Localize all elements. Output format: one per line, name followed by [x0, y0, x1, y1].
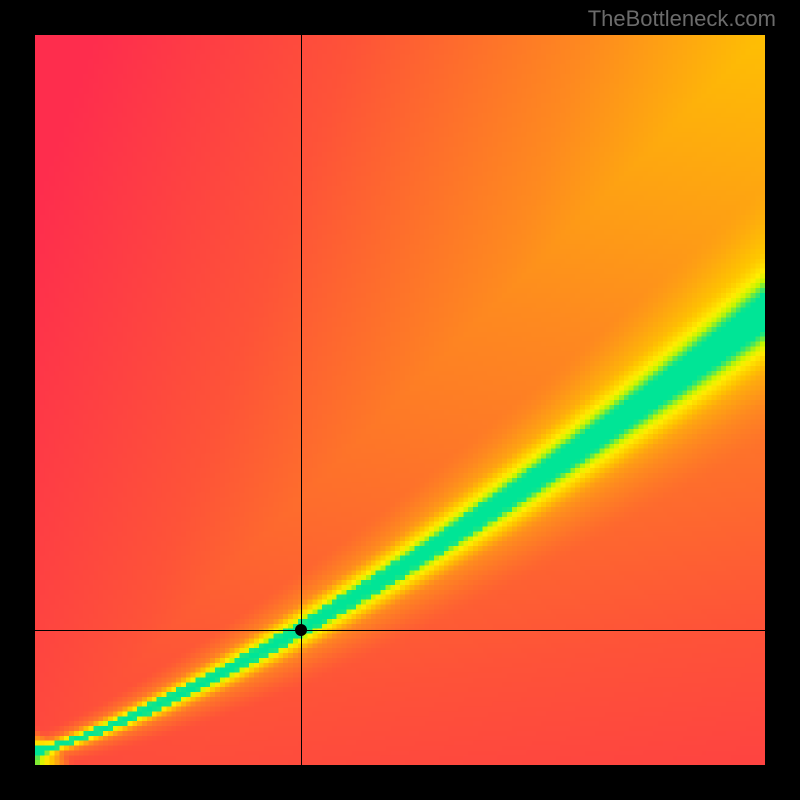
crosshair-vertical	[301, 35, 302, 765]
heatmap-canvas	[35, 35, 765, 765]
bottleneck-heatmap	[35, 35, 765, 765]
watermark-text: TheBottleneck.com	[588, 6, 776, 32]
crosshair-marker	[295, 624, 307, 636]
crosshair-horizontal	[35, 630, 765, 631]
